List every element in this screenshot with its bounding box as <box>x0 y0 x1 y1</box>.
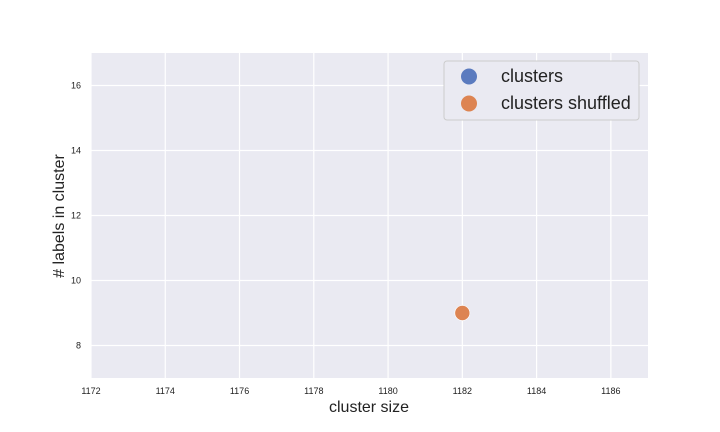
x-tick-label: 1178 <box>304 386 323 396</box>
x-tick-label: 1180 <box>378 386 397 396</box>
legend-label-clusters: clusters <box>501 66 563 86</box>
y-tick-label: 16 <box>71 81 81 91</box>
legend-label-clusters-shuffled: clusters shuffled <box>501 93 631 113</box>
x-tick-label: 1186 <box>601 386 620 396</box>
y-tick-label: 8 <box>76 341 81 351</box>
y-tick-labels: 8 10 12 14 16 <box>71 81 81 351</box>
point-clusters-shuffled <box>454 305 471 321</box>
x-tick-label: 1174 <box>156 386 175 396</box>
y-tick-label: 14 <box>71 146 81 156</box>
legend-box <box>443 60 640 121</box>
x-tick-label: 1176 <box>230 386 249 396</box>
legend: clusters clusters shuffled <box>443 60 640 121</box>
x-tick-label: 1172 <box>81 386 100 396</box>
x-tick-label: 1184 <box>527 386 546 396</box>
legend-marker-clusters <box>461 68 477 85</box>
x-axis-title: cluster size <box>329 399 409 416</box>
x-tick-labels: 1172 1174 1176 1178 1180 1182 1184 1186 <box>81 386 620 396</box>
y-tick-label: 12 <box>71 211 81 221</box>
data-points <box>454 305 471 321</box>
y-axis-title: # labels in cluster <box>51 154 68 278</box>
y-tick-label: 10 <box>71 276 81 286</box>
legend-marker-clusters-shuffled <box>461 95 477 112</box>
x-tick-label: 1182 <box>453 386 472 396</box>
